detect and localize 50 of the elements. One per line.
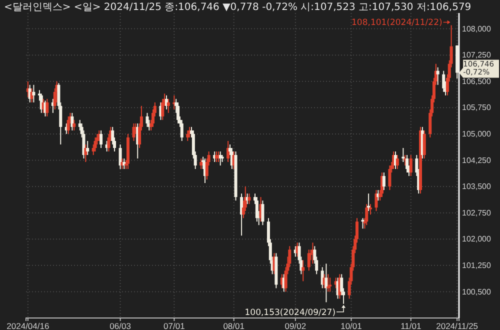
y-tick-label: 105,000 [462, 130, 492, 139]
candlestick [396, 154, 399, 170]
annotation: 108,101(2024/11/22) [352, 18, 442, 28]
candlestick [32, 84, 36, 103]
y-tick-label: 100,500 [462, 287, 492, 296]
x-tick-label: 11/01 [400, 321, 422, 330]
candlestick [166, 98, 170, 114]
candlestick [324, 263, 328, 303]
candlestick [146, 112, 149, 128]
candlestick [66, 116, 70, 134]
candlestick [261, 200, 264, 226]
y-tick-label: 102,000 [462, 234, 492, 244]
x-tick-label: 2024/11/25 [436, 321, 478, 330]
candlestick [72, 119, 76, 131]
candlestick [180, 119, 184, 142]
x-tick-label: 08/01 [223, 321, 245, 330]
y-tick-label: 105,750 [462, 103, 492, 112]
candlestick [302, 260, 305, 282]
annotation: 100,153(2024/09/27) [244, 308, 336, 318]
y-tick-label: 104,250 [462, 156, 492, 165]
candlestick [100, 130, 103, 148]
chart-title: <달러인덱스> <일> 2024/11/25 종:106,746 ▼0,778 -0,72% 시:107,523 고:107,530 저:106,579 [4, 2, 472, 13]
candlestick [186, 130, 190, 142]
y-tick-label: 103,500 [462, 182, 492, 192]
y-tick-label: 108,000 [462, 24, 492, 34]
x-tick-label: 10/01 [340, 321, 362, 330]
x-tick-label: 2024/04/16 [6, 321, 50, 330]
candlestick [442, 70, 446, 92]
candlestick [406, 154, 409, 174]
x-tick-label: 07/01 [164, 321, 186, 330]
candlestick [388, 165, 392, 191]
y-tick-label: 102,750 [462, 208, 492, 218]
candlestick [422, 130, 426, 159]
candlestick [402, 147, 405, 162]
x-tick-label: 09/02 [284, 321, 306, 330]
candlestick [382, 172, 386, 191]
y-tick-label: 107,250 [462, 50, 492, 60]
candlestick [255, 196, 258, 222]
y-tick-label: 101,250 [462, 260, 492, 270]
candlestick [46, 98, 49, 117]
candlestick [436, 66, 440, 86]
candlestick [200, 158, 203, 170]
y-tick-label: 106,500 [462, 76, 492, 86]
candlestick [176, 102, 180, 124]
x-tick-label: 06/03 [110, 321, 132, 330]
candlestick [365, 204, 368, 226]
candlestick [86, 140, 90, 156]
candlestick [328, 277, 332, 292]
candlestick [94, 136, 97, 152]
candlestick [409, 154, 412, 177]
